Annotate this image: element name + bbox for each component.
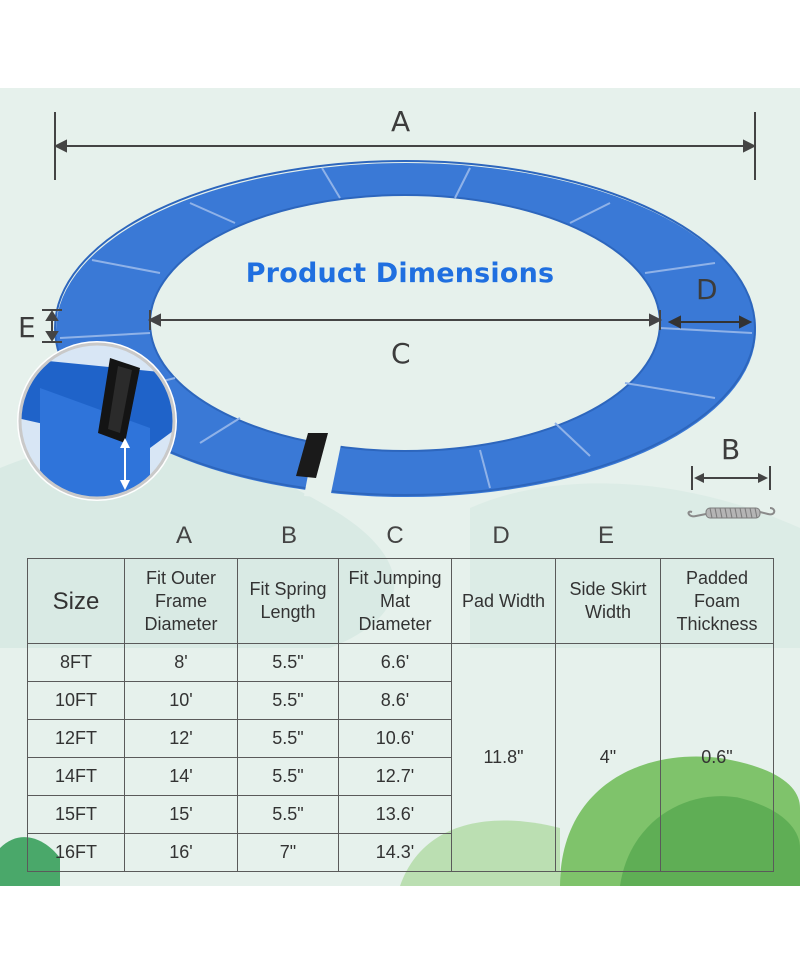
cell-mat: 12.7' <box>338 757 452 796</box>
label-c: C <box>391 337 411 370</box>
cell-spring: 5.5" <box>237 719 339 758</box>
dimension-c-arrow <box>147 310 663 330</box>
column-letter-d: D <box>492 522 510 549</box>
cell-outer: 10' <box>124 681 238 720</box>
column-letter-e: E <box>597 522 614 549</box>
cell-pad-width: 11.8" <box>451 643 556 872</box>
table-row: 14FT 14' 5.5" 12.7' <box>27 757 774 796</box>
cell-spring: 5.5" <box>237 757 339 796</box>
cell-outer: 16' <box>124 833 238 872</box>
zoom-inset <box>17 341 177 501</box>
spring-illustration <box>687 466 776 519</box>
cell-foam-thickness: 0.6" <box>660 643 774 872</box>
label-d: D <box>696 273 718 306</box>
table-row: 16FT 16' 7" 14.3' <box>27 833 774 872</box>
cell-size: 15FT <box>27 795 125 834</box>
cell-mat: 6.6' <box>338 643 452 682</box>
trampoline-pad-diagram <box>17 112 776 519</box>
header-outer-frame: Fit Outer Frame Diameter <box>124 558 238 644</box>
header-foam-thickness: Padded Foam Thickness <box>660 558 774 644</box>
table-header-row: Size Fit Outer Frame Diameter Fit Spring Le… <box>27 558 774 644</box>
cell-mat: 8.6' <box>338 681 452 720</box>
header-mat-diameter: Fit Jumping Mat Diameter <box>338 558 452 644</box>
table-row: 8FT 8' 5.5" 6.6' 11.8" 4" 0.6" <box>27 643 774 872</box>
label-b: B <box>721 433 741 466</box>
dimension-d-arrow <box>667 315 753 329</box>
header-side-skirt: Side Skirt Width <box>555 558 661 644</box>
column-letter-b: B <box>280 522 297 549</box>
cell-spring: 5.5" <box>237 681 339 720</box>
header-pad-width: Pad Width <box>451 558 556 644</box>
cell-size: 12FT <box>27 719 125 758</box>
column-letters: A B C D E <box>0 522 800 550</box>
header-size: Size <box>27 558 125 644</box>
cell-mat: 14.3' <box>338 833 452 872</box>
cell-mat: 10.6' <box>338 719 452 758</box>
table-row: 10FT 10' 5.5" 8.6' <box>27 681 774 720</box>
cell-spring: 7" <box>237 833 339 872</box>
cell-outer: 12' <box>124 719 238 758</box>
cell-spring: 5.5" <box>237 643 339 682</box>
dimension-e-arrow <box>42 309 62 343</box>
column-letter-a: A <box>175 522 192 549</box>
column-letter-c: C <box>386 522 404 549</box>
velcro-strap <box>296 433 328 478</box>
cell-mat: 13.6' <box>338 795 452 834</box>
label-e: E <box>18 311 36 344</box>
size-spec-table: Size Fit Outer Frame Diameter Fit Spring Le… <box>27 558 774 872</box>
header-spring-length: Fit Spring Length <box>237 558 339 644</box>
cell-outer: 8' <box>124 643 238 682</box>
label-a: A <box>391 105 411 138</box>
cell-size: 10FT <box>27 681 125 720</box>
cell-outer: 14' <box>124 757 238 796</box>
cell-size: 8FT <box>27 643 125 682</box>
cell-outer: 15' <box>124 795 238 834</box>
cell-size: 14FT <box>27 757 125 796</box>
table-row: 12FT 12' 5.5" 10.6' <box>27 719 774 758</box>
dimension-a-arrow <box>53 112 757 180</box>
cell-size: 16FT <box>27 833 125 872</box>
cell-spring: 5.5" <box>237 795 339 834</box>
cell-side-skirt: 4" <box>555 643 661 872</box>
product-dimensions-title: Product Dimensions <box>245 258 555 289</box>
